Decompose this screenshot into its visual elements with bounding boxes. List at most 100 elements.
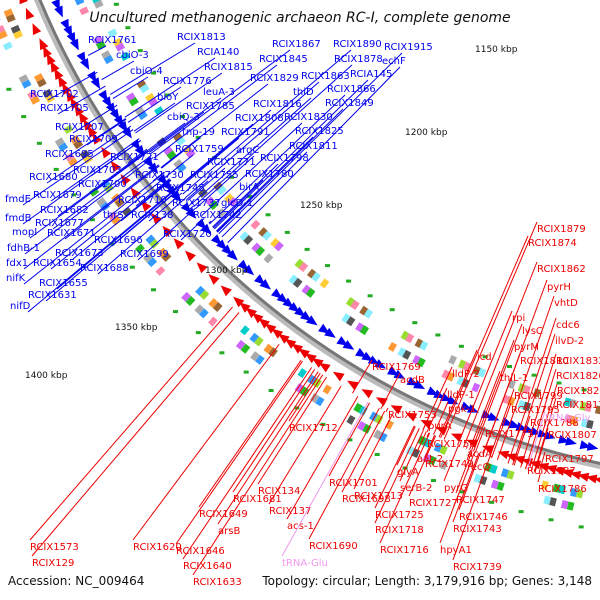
reverse-gene-label: serB-2 (400, 483, 432, 494)
rna-feature-mark (195, 135, 201, 139)
forward-gene-arrow (122, 126, 132, 139)
rna-feature-mark (556, 381, 562, 385)
reverse-gene-label: RCIX1716 (380, 545, 429, 556)
forward-gene-leader (193, 64, 353, 208)
forward-gene-arrow (237, 259, 249, 271)
forward-gene-arrow (98, 89, 108, 102)
forward-gene-leader (149, 111, 205, 153)
reverse-gene-leader (538, 451, 546, 474)
forward-gene-arrow (282, 297, 294, 308)
feature-band (181, 291, 192, 302)
reverse-gene-label: pyrG (444, 483, 468, 494)
forward-gene-label: fdhB-1 (7, 243, 40, 254)
forward-gene-arrow (54, 5, 63, 18)
rna-feature-mark (304, 247, 310, 251)
feature-band (58, 142, 69, 152)
forward-gene-label: RCIX1816 (253, 99, 302, 110)
reverse-gene-label: RCIX1753 (388, 410, 437, 421)
forward-gene-arrow (113, 114, 124, 127)
forward-gene-label: RCIX1688 (80, 263, 129, 274)
feature-band (473, 473, 482, 484)
rna-feature-mark (578, 525, 584, 529)
reverse-gene-leader (452, 453, 480, 523)
forward-gene-label: RCIX1745 (156, 183, 205, 194)
forward-gene-arrow (161, 179, 173, 192)
forward-gene-label: RCIX1808 (235, 113, 284, 124)
feature-band (355, 322, 365, 333)
reverse-gene-label: RCIX1775 (485, 429, 534, 440)
reverse-gene-label: RCIX1739 (453, 562, 502, 573)
reverse-gene-arrow (585, 474, 598, 484)
reverse-gene-arrow (278, 333, 290, 344)
reverse-gene-label: vhtD (554, 298, 578, 309)
feature-band (176, 163, 187, 173)
feature-band (163, 146, 174, 156)
reverse-gene-label: RCIX1787 (527, 466, 576, 477)
reverse-gene-label: RCIX1862 (537, 264, 586, 275)
reverse-gene-arrow (110, 160, 121, 173)
forward-gene-arrow (171, 191, 182, 203)
reverse-gene-arrow (19, 0, 28, 5)
forward-gene-leader (189, 205, 194, 210)
forward-gene-label: RCIX1742 (193, 210, 242, 221)
feature-band (30, 95, 41, 105)
forward-gene-arrow (221, 244, 233, 256)
reverse-gene-leader (455, 450, 473, 494)
forward-gene-arrow (342, 340, 355, 350)
ruler-tick-label: 1300 kbp (205, 266, 248, 276)
feature-band (580, 418, 589, 428)
feature-band (182, 144, 193, 155)
forward-gene-leader (110, 42, 196, 95)
feature-band (199, 289, 210, 300)
feature-band (490, 479, 499, 490)
reverse-gene-arrow (78, 111, 89, 124)
feature-band (416, 357, 426, 368)
feature-band (315, 396, 325, 407)
feature-band (120, 51, 131, 62)
feature-band (414, 338, 424, 349)
feature-band (63, 124, 74, 135)
forward-gene-arrow (355, 347, 367, 358)
feature-band (274, 241, 284, 252)
ruler-tick-label: 1200 kbp (405, 128, 448, 138)
reverse-gene-label: pyrH (547, 282, 571, 293)
feature-band (496, 481, 505, 492)
feature-band (5, 13, 16, 23)
feature-band (101, 50, 111, 60)
feature-band (439, 445, 448, 455)
rna-feature-mark (6, 87, 12, 91)
reverse-gene-arrow (318, 362, 331, 373)
rna-feature-mark (412, 321, 418, 325)
reverse-gene-label: RCIX137 (269, 506, 311, 517)
feature-band (95, 40, 106, 50)
feature-band (91, 0, 102, 4)
reverse-gene-leader (491, 402, 512, 459)
feature-band (36, 78, 47, 88)
forward-gene-leader (50, 175, 168, 270)
forward-gene-label: nifK (6, 273, 26, 284)
forward-gene-label: RCIX1849 (325, 98, 374, 109)
feature-band (309, 393, 320, 403)
feature-band (483, 462, 493, 472)
reverse-gene-leader (399, 429, 424, 482)
ruler-tick-label: 1400 kbp (25, 371, 68, 381)
reverse-gene-leader (426, 387, 448, 433)
forward-gene-leader (56, 187, 178, 290)
forward-gene-leader (86, 118, 127, 146)
forward-gene-leader (187, 167, 226, 201)
forward-gene-leader (64, 165, 160, 240)
reverse-gene-label: rpi (512, 313, 525, 324)
reverse-gene-leader (408, 435, 437, 497)
reverse-gene-leader (534, 427, 549, 473)
forward-gene-leader (135, 72, 223, 134)
forward-gene-leader (185, 81, 320, 198)
rna-feature-mark (268, 389, 274, 392)
forward-gene-label: birA (239, 182, 259, 193)
reverse-gene-leader (175, 360, 303, 545)
rna-feature-mark (243, 370, 249, 374)
forward-gene-label: thrS (103, 210, 124, 221)
feature-band (54, 137, 65, 147)
reverse-gene-leader (288, 372, 321, 422)
